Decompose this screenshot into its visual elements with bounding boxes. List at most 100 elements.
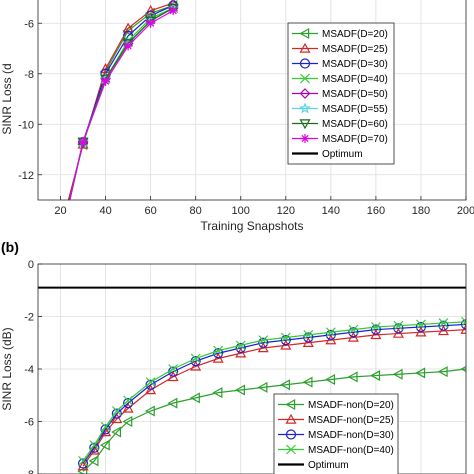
x-axis-label: Training Snapshots — [201, 219, 304, 233]
data-point-1-15 — [370, 329, 382, 340]
legend-marker-3 — [300, 73, 310, 84]
panel-b-chart: 0 -2 -4 -6 -8 SINR Loss (dB) (b) MSADF-non(D=20… — [0, 239, 467, 474]
y-tick-label: -8 — [24, 69, 34, 81]
data-point-0-19 — [460, 365, 466, 373]
series-group — [38, 286, 466, 474]
legend-entry-0: MSADF-non(D=20) — [308, 400, 394, 411]
data-point-2-4 — [123, 398, 134, 409]
series-line-2 — [82, 323, 466, 464]
legend-marker-2 — [285, 429, 297, 440]
legend-entry-2: MSADF-non(D=30) — [308, 430, 394, 441]
data-point-2-5 — [145, 379, 156, 390]
data-point-0-7 — [189, 392, 200, 404]
data-point-3-17 — [416, 319, 426, 330]
data-point-2-1 — [89, 442, 100, 453]
data-point-2-17 — [415, 321, 427, 333]
legend-entry-1: MSADF-non(D=25) — [308, 415, 394, 426]
data-point-1-0 — [56, 226, 65, 234]
legend-entry-4: MSADF(D=50) — [322, 89, 388, 100]
data-point-2-16 — [393, 323, 404, 334]
data-point-1-8 — [212, 352, 224, 363]
data-point-2-19 — [460, 319, 466, 330]
legend: MSADF(D=20) MSADF(D=25) MSADF(D=30) MSADF(D… — [287, 22, 395, 165]
data-point-2-10 — [258, 337, 269, 348]
data-point-2-9 — [235, 342, 246, 354]
data-point-0-11 — [280, 379, 290, 391]
data-point-3-0 — [78, 455, 88, 466]
data-point-1-11 — [280, 339, 292, 350]
legend-entry-4: Optimum — [308, 460, 349, 471]
data-point-7-2 — [101, 76, 111, 86]
data-point-5-0 — [56, 236, 65, 244]
data-point-7-1 — [78, 137, 88, 147]
data-point-1-18 — [437, 325, 449, 336]
data-point-3-3 — [111, 406, 122, 416]
data-point-1-2 — [100, 62, 112, 73]
legend: MSADF-non(D=20) MSADF-non(D=25) MSADF-non(… — [273, 393, 399, 474]
data-point-3-10 — [258, 335, 269, 346]
data-point-2-2 — [100, 424, 111, 435]
data-point-3-19 — [461, 316, 466, 327]
x-tick-label: 140 — [322, 205, 340, 217]
data-point-0-18 — [437, 366, 448, 378]
data-point-0-2 — [99, 439, 110, 451]
legend-entry-8: Optimum — [322, 149, 363, 160]
data-point-2-14 — [348, 327, 359, 338]
data-point-2-11 — [280, 335, 291, 346]
x-tick-label: 80 — [190, 205, 202, 217]
data-point-3-14 — [348, 324, 359, 335]
panel-label: (b) — [1, 239, 19, 255]
legend-marker-1 — [285, 413, 297, 424]
data-point-0-9 — [235, 384, 245, 396]
x-tick-label: 60 — [145, 205, 157, 217]
data-point-1-3 — [111, 413, 123, 424]
data-point-2-18 — [438, 320, 449, 331]
data-point-3-8 — [213, 345, 224, 356]
data-point-0-13 — [325, 373, 336, 386]
data-point-3-2 — [100, 421, 111, 432]
data-point-3-0 — [56, 236, 65, 245]
data-point-2-8 — [213, 348, 224, 359]
data-point-2-0 — [77, 458, 89, 469]
legend-marker-3 — [286, 444, 296, 455]
data-point-0-12 — [302, 376, 313, 388]
data-point-0-5 — [144, 405, 155, 417]
data-point-2-13 — [325, 329, 336, 340]
data-point-2-12 — [303, 332, 314, 343]
legend-entry-2: MSADF(D=30) — [322, 59, 388, 70]
data-point-3-1 — [89, 440, 100, 451]
legend-entry-1: MSADF(D=25) — [322, 44, 388, 55]
legend-entry-3: MSADF-non(D=40) — [308, 445, 394, 456]
data-point-1-16 — [392, 327, 404, 338]
data-point-3-6 — [168, 364, 179, 374]
data-point-1-4 — [122, 402, 134, 413]
data-point-0-16 — [392, 368, 403, 380]
legend-entry-6: MSADF(D=60) — [322, 119, 388, 130]
data-point-1-5 — [145, 384, 157, 395]
legend-marker-1 — [299, 42, 311, 53]
panel-a-chart: 20 40 60 80 100 120 140 160 180 200 -6 -8 -10 -12 Trai… — [0, 0, 474, 245]
y-tick-label: 0 — [28, 259, 34, 271]
data-point-7-0 — [56, 236, 65, 245]
data-point-1-4 — [145, 4, 157, 15]
data-point-1-6 — [167, 371, 179, 382]
series-line-7 — [69, 10, 174, 200]
plot-area — [38, 0, 466, 200]
data-point-0-4 — [122, 415, 133, 428]
x-tick-label: 40 — [99, 205, 111, 217]
data-point-1-7 — [190, 360, 202, 371]
data-point-3-13 — [325, 327, 336, 338]
data-point-3-5 — [145, 377, 156, 388]
data-point-3-4 — [123, 395, 134, 406]
data-point-6-0 — [56, 237, 65, 245]
data-point-3-15 — [370, 322, 381, 332]
data-point-1-12 — [302, 337, 314, 347]
data-point-3-7 — [190, 353, 201, 364]
data-point-0-8 — [212, 387, 223, 399]
data-point-3-12 — [303, 329, 314, 340]
legend-marker-2 — [299, 58, 311, 69]
y-axis-label: SINR Loss (dB) — [0, 327, 14, 410]
legend-marker-5 — [299, 102, 311, 114]
legend-entry-5: MSADF(D=55) — [322, 104, 388, 115]
